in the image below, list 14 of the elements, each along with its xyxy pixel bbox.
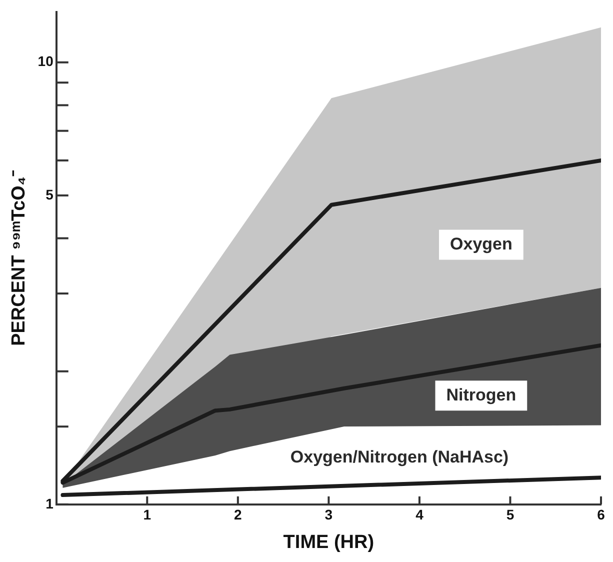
- y-axis-title: PERCENT ⁹⁹ᵐTcO₄⁻: [8, 169, 30, 346]
- x-tick-label: 5: [506, 506, 514, 523]
- y-tick-label: 10: [38, 53, 54, 70]
- y-tick-label: 5: [46, 186, 54, 202]
- x-tick-label: 4: [416, 506, 424, 523]
- x-axis-title: TIME (HR): [283, 532, 374, 553]
- y-tick-label: 1: [46, 495, 54, 512]
- text: Oxygen: [450, 234, 512, 254]
- series-label: Nitrogen: [446, 385, 516, 404]
- x-tick-label: 6: [597, 506, 606, 523]
- series-label: Oxygen/Nitrogen (NaHAsc): [290, 447, 509, 466]
- x-tick-label: 1: [143, 506, 152, 523]
- x-tick-label: 2: [234, 506, 242, 523]
- x-tick-label: 3: [324, 506, 333, 523]
